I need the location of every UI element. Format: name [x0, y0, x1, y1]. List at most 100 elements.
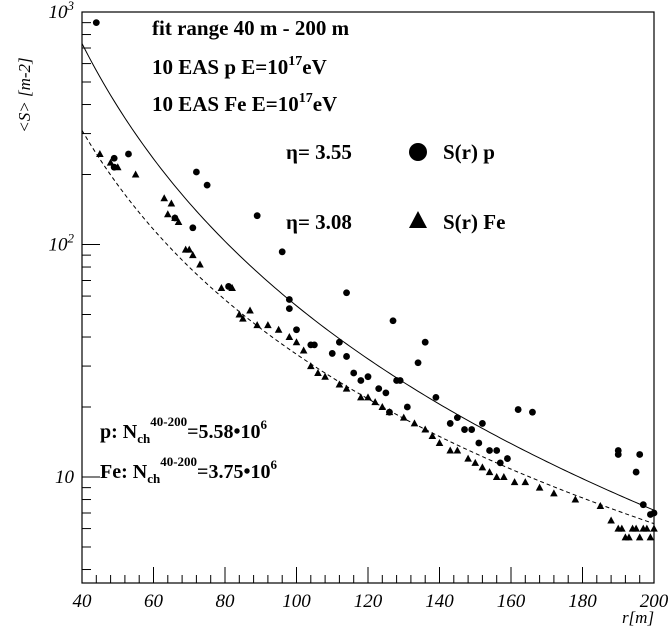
- x-tick-label: 40: [73, 591, 93, 612]
- data-point-p: [203, 181, 211, 189]
- data-point-p: [125, 150, 132, 158]
- data-point-fe: [478, 463, 487, 471]
- data-point-fe: [485, 468, 494, 476]
- data-point-fe: [196, 260, 204, 268]
- data-point-p: [403, 403, 411, 411]
- data-point-fe: [253, 321, 261, 329]
- data-point-fe: [113, 163, 122, 171]
- data-point-fe: [174, 217, 183, 225]
- data-point-fe: [164, 210, 172, 218]
- legend-marker-circle: [409, 143, 427, 161]
- data-point-fe: [399, 413, 408, 421]
- annotation-nch-fe: Fe: Nch40-200=3.75•106: [100, 454, 277, 486]
- fit-curve-p: [81, 43, 655, 511]
- data-point-fe: [235, 310, 244, 318]
- data-point-p: [285, 296, 293, 303]
- fit-curves: [81, 43, 655, 525]
- data-point-fe: [378, 403, 387, 411]
- data-point-fe: [410, 419, 419, 427]
- data-point-p: [193, 168, 200, 176]
- data-point-p: [421, 338, 429, 346]
- data-point-p: [432, 393, 440, 401]
- x-tick-label: 180: [568, 591, 597, 612]
- data-point-fe: [385, 408, 394, 416]
- data-point-p: [375, 385, 383, 392]
- x-tick-label: 200: [640, 591, 669, 612]
- data-point-p: [453, 414, 461, 422]
- data-point-fe: [285, 333, 294, 341]
- data-point-fe: [160, 194, 169, 202]
- data-point-fe: [335, 380, 344, 388]
- data-point-p: [278, 248, 286, 256]
- data-point-fe: [421, 425, 429, 433]
- data-point-fe: [571, 495, 580, 503]
- data-point-p: [496, 459, 504, 467]
- data-point-fe: [364, 393, 372, 401]
- data-point-p: [350, 369, 358, 377]
- data-point-p: [310, 341, 318, 349]
- data-point-p: [614, 451, 622, 458]
- data-point-fe: [371, 398, 379, 406]
- data-point-fe: [314, 369, 322, 377]
- data-point-fe: [453, 446, 462, 454]
- data-point-fe: [635, 533, 644, 541]
- data-point-p: [357, 377, 365, 384]
- data-point-p: [493, 447, 501, 454]
- x-tick-label: 140: [425, 591, 454, 612]
- data-point-fe: [632, 524, 640, 532]
- x-tick-label: 120: [354, 591, 383, 612]
- data-point-fe: [646, 533, 655, 541]
- x-tick-label: 160: [497, 591, 526, 612]
- data-point-fe: [550, 489, 558, 497]
- legend-label-p: S(r) p: [443, 140, 495, 164]
- data-point-p: [110, 154, 118, 162]
- annotation-fit-range: fit range 40 m - 200 m: [152, 16, 350, 40]
- data-point-fe: [500, 472, 508, 480]
- data-point-fe: [299, 346, 308, 354]
- data-point-fe: [492, 472, 501, 480]
- data-point-fe: [131, 170, 140, 178]
- data-point-fe: [171, 214, 179, 222]
- data-point-fe: [428, 432, 437, 440]
- data-point-fe: [471, 458, 480, 466]
- y-tick-label: 103: [49, 0, 75, 23]
- data-point-fe: [106, 158, 115, 166]
- data-point-fe: [521, 478, 530, 486]
- data-point-p: [396, 377, 404, 384]
- legend-label-fe: S(r) Fe: [443, 210, 505, 234]
- data-point-p: [285, 305, 293, 313]
- annotation-eta-fe: η= 3.08: [286, 210, 352, 234]
- data-point-fe: [228, 283, 236, 291]
- data-point-p: [479, 420, 486, 427]
- data-point-fe: [446, 446, 455, 454]
- data-point-fe: [650, 524, 658, 532]
- data-point-p: [293, 326, 300, 334]
- data-point-p: [92, 19, 100, 27]
- axis-ticks: 40 60 80 100 120 140 160 180 200 10 102 103: [49, 0, 669, 612]
- data-point-fe: [342, 384, 351, 392]
- data-point-fe: [189, 251, 197, 259]
- data-point-fe: [510, 478, 519, 486]
- data-point-fe: [292, 338, 301, 346]
- data-point-fe: [307, 362, 315, 370]
- data-point-p: [389, 317, 397, 325]
- annotation-eas-p: 10 EAS p E=1017eV: [152, 54, 327, 79]
- data-point-p: [461, 426, 468, 433]
- data-point-fe: [357, 393, 365, 401]
- fit-curve-fe: [81, 130, 655, 525]
- y-tick-label: 10: [55, 467, 75, 488]
- x-tick-label: 100: [282, 591, 311, 612]
- data-point-fe: [239, 314, 247, 322]
- data-point-p: [446, 420, 454, 427]
- data-point-p: [529, 408, 536, 416]
- data-point-p: [414, 359, 422, 367]
- data-point-fe: [643, 524, 651, 532]
- data-point-fe: [274, 325, 283, 333]
- data-point-p: [504, 455, 511, 462]
- y-axis-label: <S> [m-2]: [15, 57, 34, 132]
- data-point-fe: [321, 372, 329, 380]
- data-point-p: [343, 289, 350, 297]
- data-point-fe: [607, 516, 615, 524]
